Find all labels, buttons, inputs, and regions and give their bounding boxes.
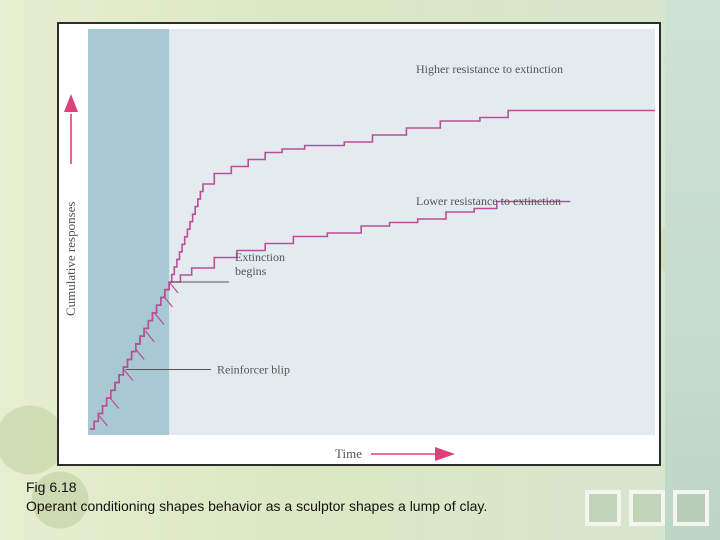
figure-caption: Fig 6.18 Operant conditioning shapes beh… (26, 478, 586, 516)
extinction-begins-label: Extinction begins (235, 250, 285, 278)
series-line-2 (90, 200, 571, 430)
reinforcer-blip-2 (109, 397, 120, 409)
caption-figure-number: Fig 6.18 (26, 479, 77, 495)
reinforcer-blip-1 (98, 414, 108, 427)
reinforcer-blip-7 (162, 295, 173, 308)
reinforcer-blip-3 (123, 369, 134, 381)
reinforcer-blip-4 (134, 348, 145, 360)
x-axis-arrowhead (435, 447, 455, 461)
series-label-higher: Higher resistance to extinction (416, 62, 563, 76)
y-axis-arrowhead (64, 94, 78, 112)
reinforcement-band (88, 29, 170, 435)
figure-panel: Extinction begins Reinforcer blip Higher re… (57, 22, 661, 466)
reinforcer-blip-6 (154, 313, 165, 325)
reinforcer-blip-8 (168, 281, 179, 294)
reinforcer-blip-label: Reinforcer blip (217, 363, 290, 377)
series-label-lower: Lower resistance to extinction (416, 194, 561, 208)
caption-text: Operant conditioning shapes behavior as … (26, 498, 488, 514)
y-axis-label: Cumulative responses (63, 202, 78, 316)
x-axis-label: Time (335, 446, 362, 461)
cumulative-response-chart: Extinction begins Reinforcer blip Higher re… (63, 29, 655, 461)
decorative-squares (585, 490, 715, 530)
reinforcer-blip-5 (144, 330, 155, 343)
slide-side-band (665, 0, 720, 540)
plot-background (88, 29, 655, 435)
